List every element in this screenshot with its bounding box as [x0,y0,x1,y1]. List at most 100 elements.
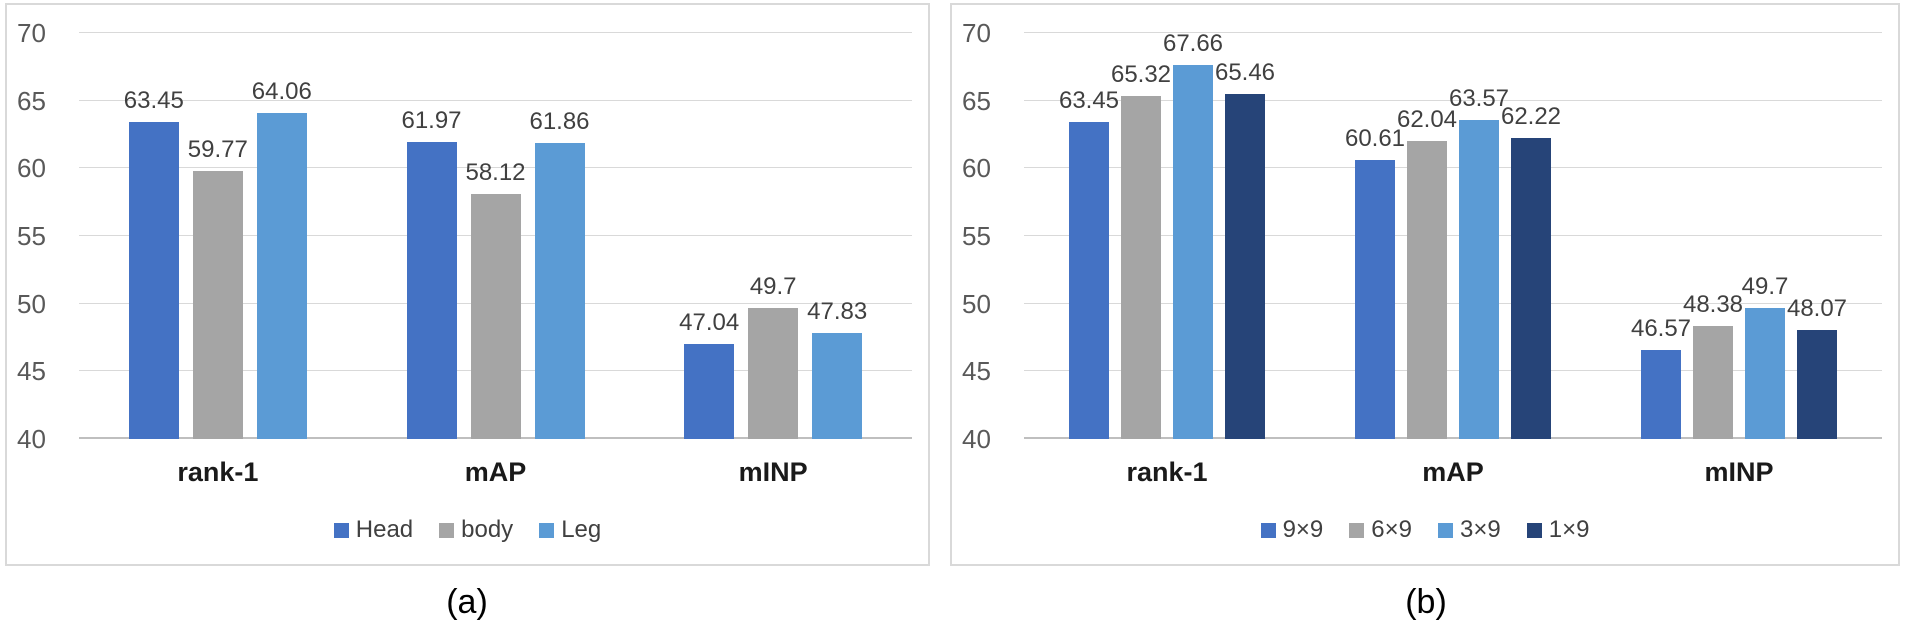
legend-item-Head: Head [333,516,414,544]
bar-value-label: 64.06 [251,78,312,106]
legend-item-body: body [439,516,513,544]
bar-group-mINP: 46.57 48.38 49.7 48.07 mINP [1596,33,1882,487]
y-axis-tick: 70 [17,18,46,48]
y-axis-tick: 60 [962,153,991,184]
bar-Leg-mINP: 47.83 [807,298,867,439]
legend-item-9×9: 9×9 [1260,516,1323,544]
bar-groups: 63.45 59.77 64.06 rank-1 61.97 58.12 61.86 mAP 4… [79,33,912,487]
bar-group-mINP: 47.04 49.7 47.83 mINP [634,33,912,487]
bar-value-label: 49.7 [1741,272,1789,300]
bar-value-label: 48.07 [1786,294,1848,322]
gridline [1024,235,1882,236]
bar-value-label: 61.86 [529,108,590,136]
gridline [1024,437,1882,439]
gridline [1024,167,1882,169]
legend-label: 6×9 [1371,516,1412,543]
legend-color-swatch [1438,522,1453,538]
bar-value-label: 49.7 [749,272,797,300]
gridline [1024,32,1882,33]
bar-value-label: 47.83 [807,298,868,326]
bar-Leg-mAP: 61.86 [529,108,590,439]
y-axis-tick: 55 [17,221,46,251]
bar-value-label: 58.12 [465,158,526,186]
y-axis-tick: 55 [962,221,991,251]
bar-value-label: 61.97 [401,106,462,134]
legend-item-Leg: Leg [539,516,601,544]
bar-value-label: 47.04 [679,308,740,336]
bar-1×9-mINP: 48.07 [1787,295,1847,439]
y-axis-tick: 50 [17,288,46,319]
bar-value-label: 62.22 [1500,103,1562,131]
gridline [79,99,912,101]
y-axis-tick: 60 [17,153,46,184]
bar-group-mAP: 61.97 58.12 61.86 mAP [357,33,635,487]
bar-value-label: 59.77 [187,136,248,164]
bar-Leg-rank-1: 64.06 [252,78,312,439]
bar-body-mAP: 58.12 [465,159,526,439]
legend-color-swatch [1349,522,1365,538]
bar-6×9-mAP: 62.04 [1397,106,1457,439]
bar-Head-mAP: 61.97 [401,107,462,439]
y-axis-tick: 45 [17,356,46,387]
bar-value-label: 63.57 [1448,85,1510,113]
plot-area-a: 40 45 50 55 60 65 70 63.45 59.77 64.06 rank-1 61.97… [17,18,912,487]
bar-value-label: 65.46 [1214,59,1276,87]
chart-panel-a: 40 45 50 55 60 65 70 63.45 59.77 64.06 rank-1 61.97… [5,3,930,566]
legend-a: Head body Leg [7,516,928,544]
bar-9×9-mINP: 46.57 [1631,315,1691,439]
subfigure-caption-b: (b) [1405,583,1447,621]
bar-body-rank-1: 59.77 [188,136,248,439]
y-axis-tick: 70 [962,18,991,48]
bar-9×9-rank-1: 63.45 [1059,87,1119,439]
bar-Head-rank-1: 63.45 [124,87,184,439]
bar-Head-mINP: 47.04 [679,309,739,439]
legend-color-swatch [1526,522,1542,538]
gridline [79,167,912,169]
bar-3×9-mAP: 63.57 [1449,85,1509,439]
gridline [79,32,912,33]
y-axis-tick: 40 [962,424,991,454]
category-label: mINP [738,457,808,487]
legend-color-swatch [439,522,455,538]
legend-item-1×9: 1×9 [1526,516,1590,544]
bar-group-rank-1: 63.45 59.77 64.06 rank-1 [79,33,357,487]
legend-b: 9×9 6×9 3×9 1×9 [952,516,1898,544]
bar-group-mAP: 60.61 62.04 63.57 62.22 mAP [1310,33,1596,487]
bar-value-label: 67.66 [1162,29,1224,57]
bar-6×9-rank-1: 65.32 [1111,61,1171,439]
legend-label: 1×9 [1548,516,1590,543]
y-axis-tick: 50 [962,288,991,319]
bar-value-label: 60.61 [1344,125,1406,153]
legend-label: Leg [561,516,602,543]
bar-value-label: 65.32 [1110,61,1172,89]
bar-value-label: 63.45 [123,86,184,114]
bar-1×9-rank-1: 65.46 [1215,59,1275,439]
bar-value-label: 46.57 [1630,315,1692,343]
bar-9×9-mAP: 60.61 [1345,125,1405,439]
bar-value-label: 63.45 [1058,86,1120,114]
y-axis-tick: 45 [962,356,991,387]
bar-3×9-mINP: 49.7 [1742,273,1788,439]
legend-item-3×9: 3×9 [1438,516,1501,544]
category-label: rank-1 [177,457,259,487]
legend-label: Head [355,516,414,543]
bar-value-label: 48.38 [1682,290,1744,318]
bar-group-rank-1: 63.45 65.32 67.66 65.46 rank-1 [1024,30,1310,487]
gridline [1024,370,1882,372]
gridline [1024,99,1882,101]
subfigure-caption-a: (a) [446,583,488,621]
bar-6×9-mINP: 48.38 [1683,291,1743,439]
bar-groups: 63.45 65.32 67.66 65.46 rank-1 60.61 62.04 63.5… [1024,30,1882,487]
legend-color-swatch [333,522,349,538]
legend-color-swatch [539,522,555,538]
y-axis-tick: 65 [962,85,991,116]
category-label: rank-1 [1126,457,1208,487]
category-label: mINP [1704,457,1774,487]
plot-area-b: 40 45 50 55 60 65 70 63.45 65.32 67.66 65.46 rank-1… [962,18,1882,487]
bar-3×9-rank-1: 67.66 [1163,30,1223,439]
bar-value-label: 62.04 [1396,105,1458,133]
legend-item-6×9: 6×9 [1349,516,1412,544]
legend-label: 3×9 [1460,516,1501,543]
bar-body-mINP: 49.7 [748,273,799,439]
